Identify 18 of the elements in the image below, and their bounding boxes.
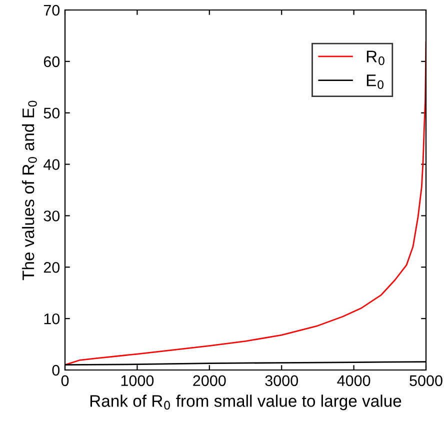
y-axis-title: The values of R$_{0}$ and E$_{0}$ [22, 100, 37, 280]
y-tick-label: 10 [44, 313, 60, 324]
x-axis-title: Rank of R$_{0}$ from small value to large value [90, 394, 402, 410]
y-tick-label: 40 [44, 159, 60, 170]
y-tick-label: 70 [44, 4, 60, 16]
legend-label: R$_{0}$ [366, 50, 384, 66]
y-tick-label: 50 [44, 108, 60, 119]
x-tick-label: 4000 [337, 375, 370, 386]
x-tick-label: 3000 [265, 375, 298, 386]
y-tick-label: 30 [44, 210, 60, 222]
y-tick-label: 20 [44, 262, 60, 273]
x-tick-label: 1000 [121, 375, 154, 386]
x-tick-label: 2000 [193, 375, 226, 386]
y-tick-label: 0 [52, 364, 60, 376]
x-tick-label: 5000 [410, 375, 442, 386]
legend-label: E$_{0}$ [366, 74, 384, 90]
x-tick-label: 0 [61, 375, 69, 386]
y-tick-label: 60 [44, 56, 60, 68]
